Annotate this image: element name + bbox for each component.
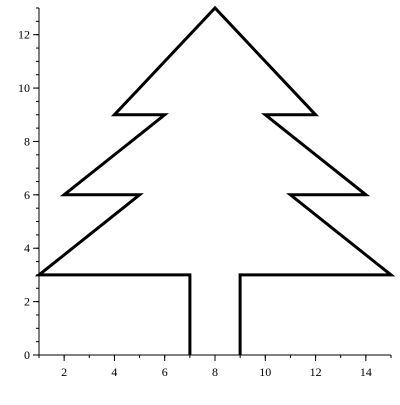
series-line xyxy=(34,5,396,355)
x-tick-label: 6 xyxy=(162,365,168,379)
x-tick-label: 14 xyxy=(360,365,372,379)
axes: 2 4 6 8 10 12 14 0 2 4 6 8 10 12 xyxy=(18,7,392,379)
x-tick-label: 4 xyxy=(111,365,117,379)
x-tick-label: 8 xyxy=(212,365,218,379)
y-tick-label: 4 xyxy=(24,241,30,255)
y-tick-label: 0 xyxy=(24,348,30,362)
y-tick-label: 8 xyxy=(24,134,30,148)
x-tick-label: 2 xyxy=(61,365,67,379)
y-tick-label: 6 xyxy=(24,188,30,202)
x-tick-label: 12 xyxy=(310,365,322,379)
y-tick-label: 10 xyxy=(18,81,30,95)
series-layer xyxy=(34,5,396,355)
y-tick-label: 12 xyxy=(18,28,30,42)
y-tick-label: 2 xyxy=(24,295,30,309)
x-tick-label: 10 xyxy=(259,365,271,379)
